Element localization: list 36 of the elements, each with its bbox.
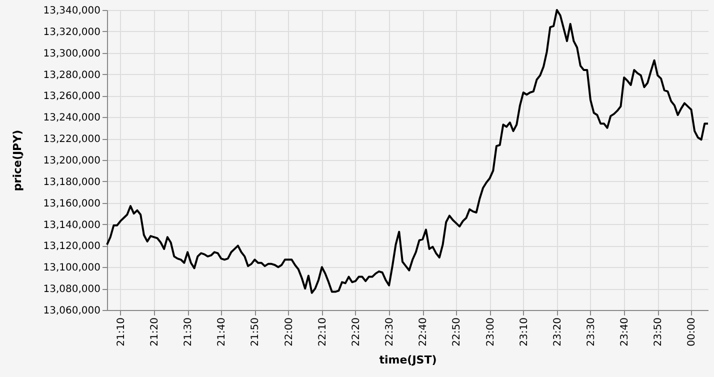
x-tick-label: 23:50 <box>653 318 664 346</box>
y-tick-label: 13,100,000 <box>43 262 100 274</box>
y-tick-label: 13,220,000 <box>43 134 100 146</box>
x-tick-label: 21:10 <box>116 318 127 346</box>
y-tick-label: 13,200,000 <box>43 156 100 166</box>
y-tick-label: 13,300,000 <box>43 48 100 60</box>
y-tick-label: 13,140,000 <box>43 220 100 231</box>
x-tick-label: 21:50 <box>250 318 262 346</box>
x-tick-label: 22:40 <box>418 318 430 346</box>
x-tick-label: 22:10 <box>317 318 328 346</box>
y-tick-label: 13,180,000 <box>43 176 100 188</box>
x-tick-label: 23:00 <box>485 318 496 346</box>
y-tick-label: 13,060,000 <box>43 306 100 316</box>
y-tick-label: 13,260,000 <box>43 91 100 102</box>
x-tick-label: 21:30 <box>183 318 194 346</box>
x-tick-label: 21:40 <box>216 318 228 346</box>
x-tick-label: 23:40 <box>620 318 631 346</box>
y-tick-label: 13,320,000 <box>43 26 100 38</box>
y-tick-label: 13,340,000 <box>43 6 100 16</box>
y-tick-label: 13,280,000 <box>43 70 100 81</box>
y-axis-title: price(JPY) <box>11 130 24 192</box>
x-tick-label: 23:20 <box>552 318 564 346</box>
line-series <box>106 9 709 294</box>
x-tick-label: 22:00 <box>284 318 295 346</box>
x-tick-label: 21:20 <box>150 318 160 346</box>
y-tick-label: 13,160,000 <box>43 198 100 210</box>
y-tick-label: 13,240,000 <box>43 112 100 124</box>
x-tick-label: 22:30 <box>384 318 396 346</box>
x-tick-label: 23:10 <box>518 318 530 346</box>
x-tick-label: 22:50 <box>452 318 463 346</box>
x-tick-label: 22:20 <box>350 318 362 346</box>
y-tick-label: 13,120,000 <box>43 241 100 252</box>
x-tick-label: 00:00 <box>686 318 698 346</box>
y-tick-label: 13,080,000 <box>43 284 100 296</box>
x-axis-title: time(JST) <box>379 353 437 366</box>
x-tick-label: 23:30 <box>586 318 597 346</box>
